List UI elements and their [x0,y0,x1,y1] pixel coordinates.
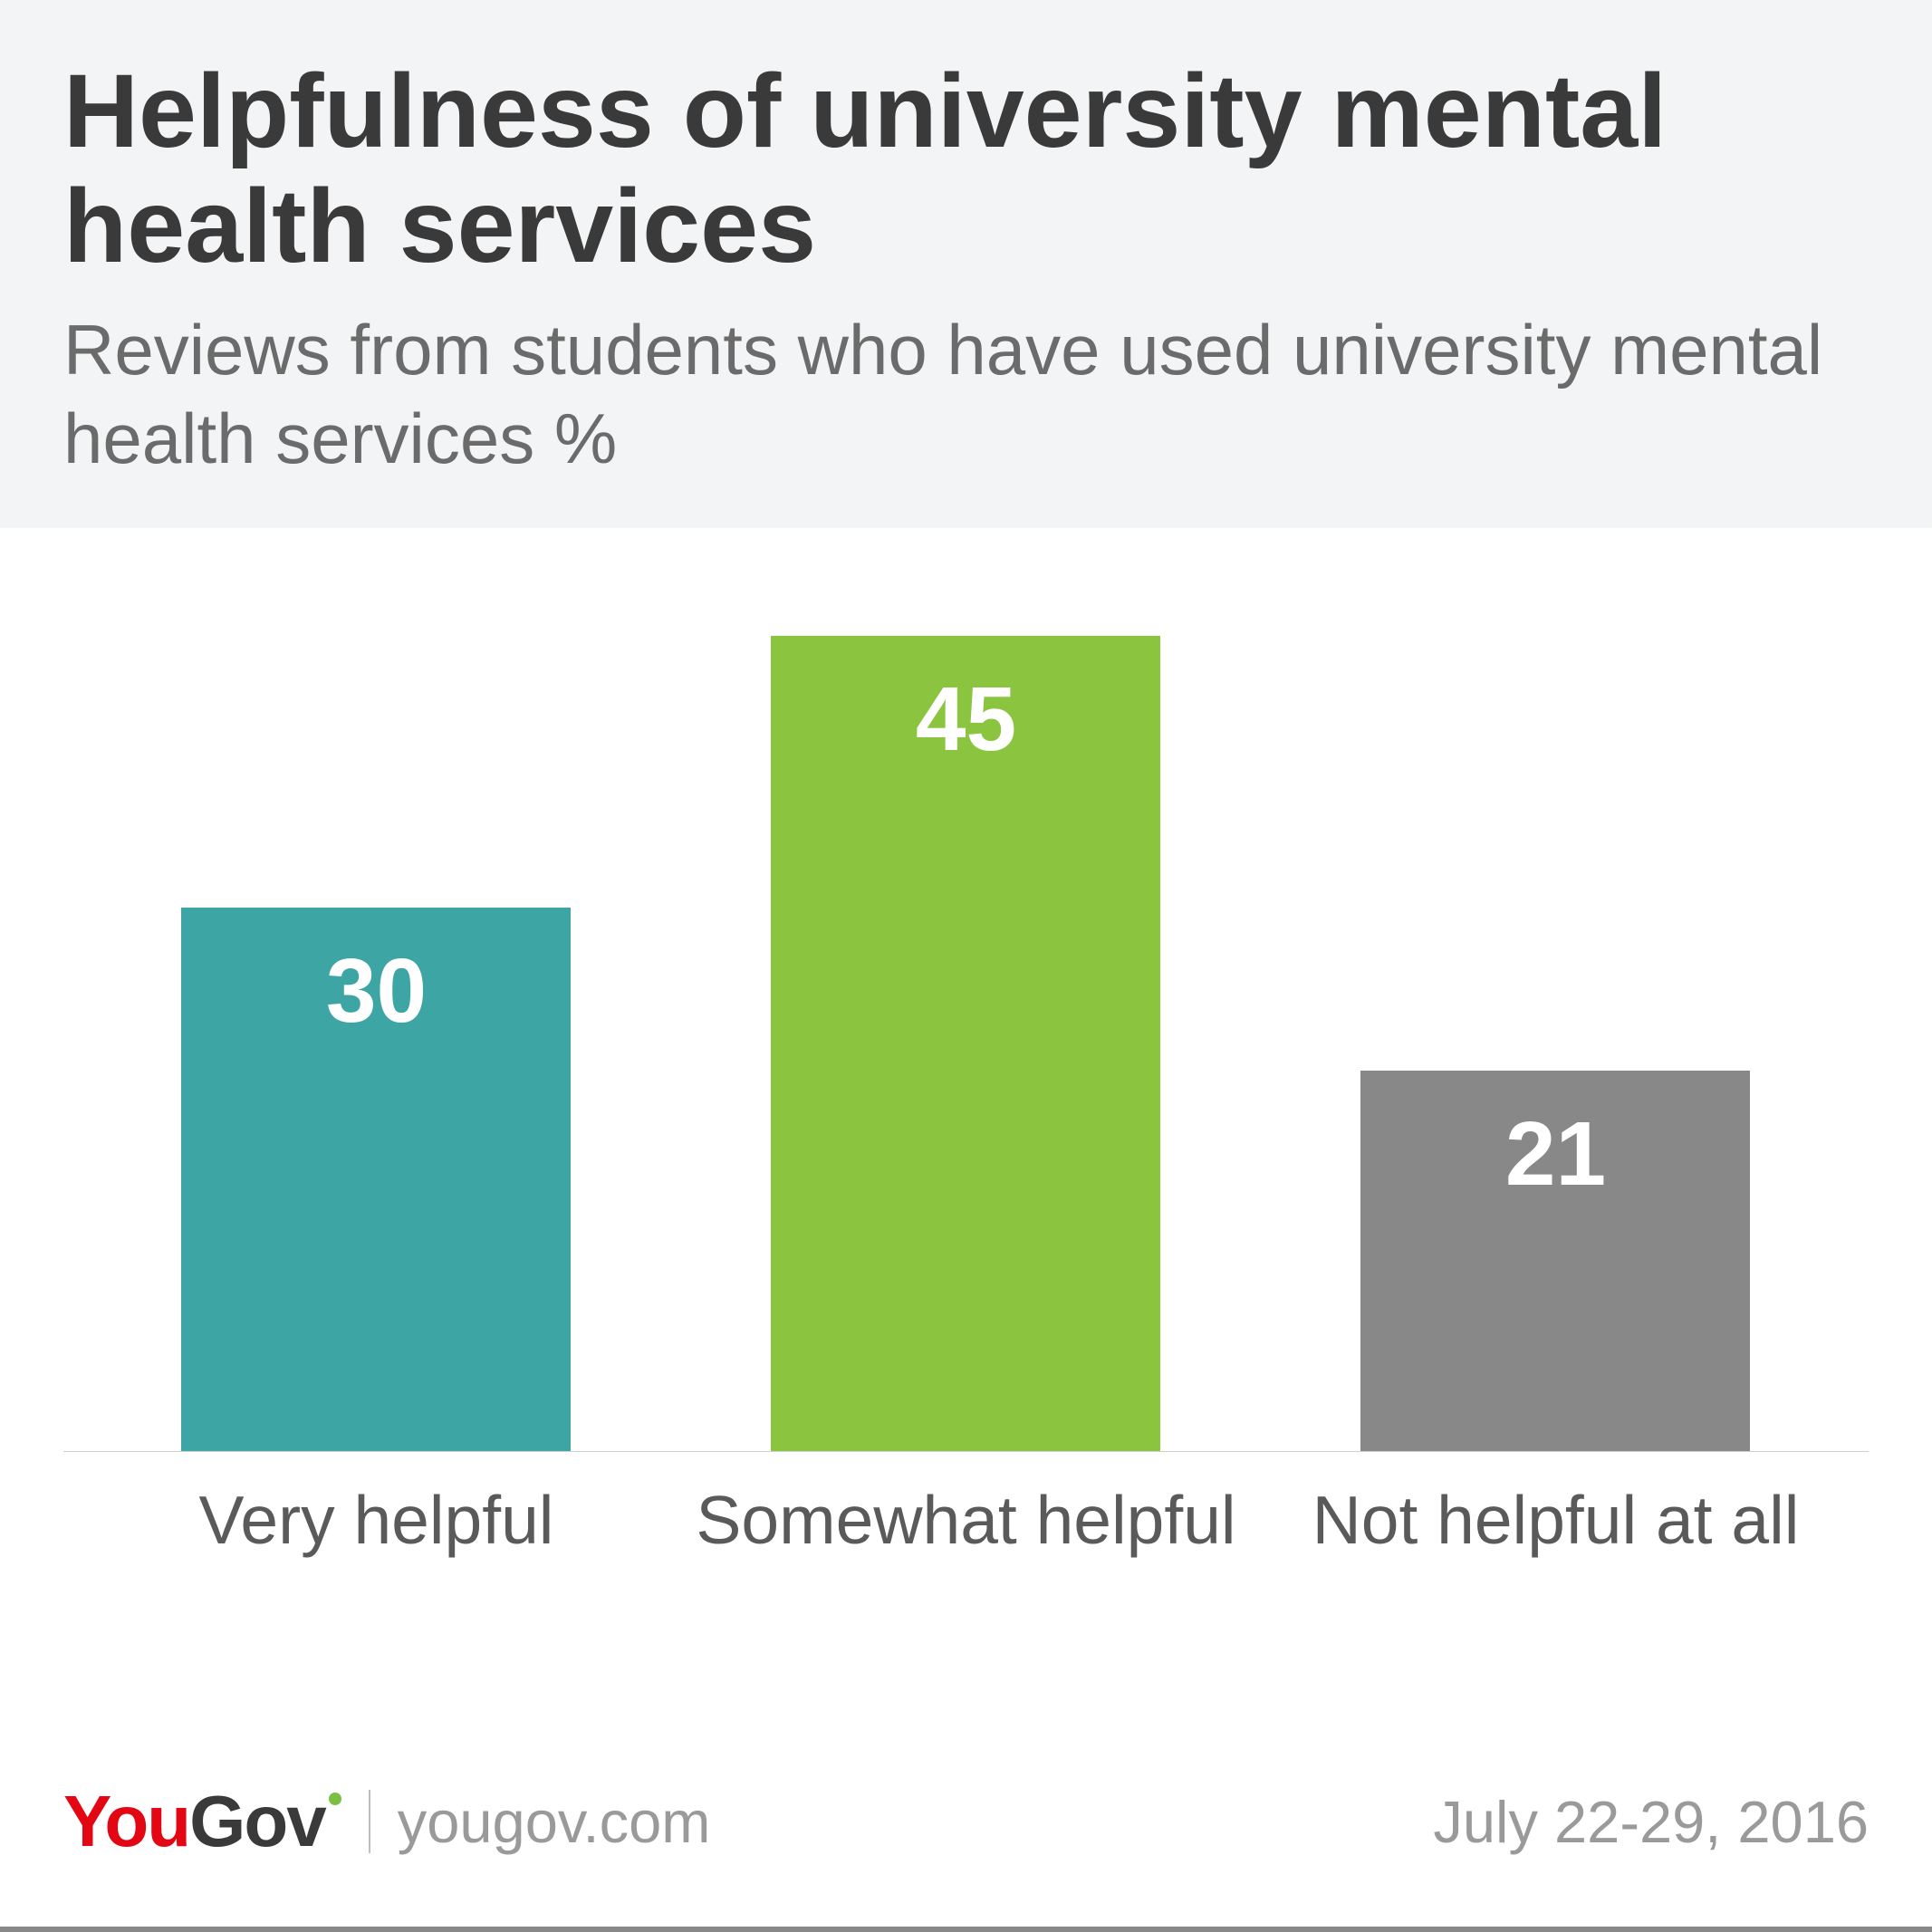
bar-value-2: 21 [1505,1102,1606,1451]
bar-value-0: 30 [326,939,427,1451]
labels-container: Very helpful Somewhat helpful Not helpfu… [63,1452,1869,1561]
chart-area: 30 45 21 Very helpful Somewhat helpful N… [0,528,1932,1744]
bar-label-1: Somewhat helpful [671,1479,1261,1561]
bar-value-1: 45 [916,668,1016,1451]
footer-url: yougov.com [398,1788,711,1856]
bar-0: 30 [181,908,571,1451]
header: Helpfulness of university mental health … [0,0,1932,528]
bars-container: 30 45 21 [63,637,1869,1452]
bar-1: 45 [771,636,1160,1451]
bar-wrapper-0: 30 [82,908,671,1451]
bar-label-2: Not helpful at all [1261,1479,1850,1561]
yougov-logo: YouGov [63,1780,341,1863]
bar-2: 21 [1360,1071,1750,1451]
logo-dot-icon [329,1793,341,1805]
logo-gov: Gov [189,1780,325,1863]
chart-title: Helpfulness of university mental health … [63,54,1869,284]
bar-label-0: Very helpful [82,1479,671,1561]
footer: YouGov yougov.com July 22-29, 2016 [0,1744,1932,1932]
bar-wrapper-1: 45 [671,636,1261,1451]
bar-wrapper-2: 21 [1261,1071,1850,1451]
footer-date: July 22-29, 2016 [1433,1788,1869,1856]
footer-left: YouGov yougov.com [63,1780,710,1863]
logo-you: You [63,1780,189,1863]
chart-subtitle: Reviews from students who have used univ… [63,306,1869,483]
footer-divider [369,1790,370,1853]
